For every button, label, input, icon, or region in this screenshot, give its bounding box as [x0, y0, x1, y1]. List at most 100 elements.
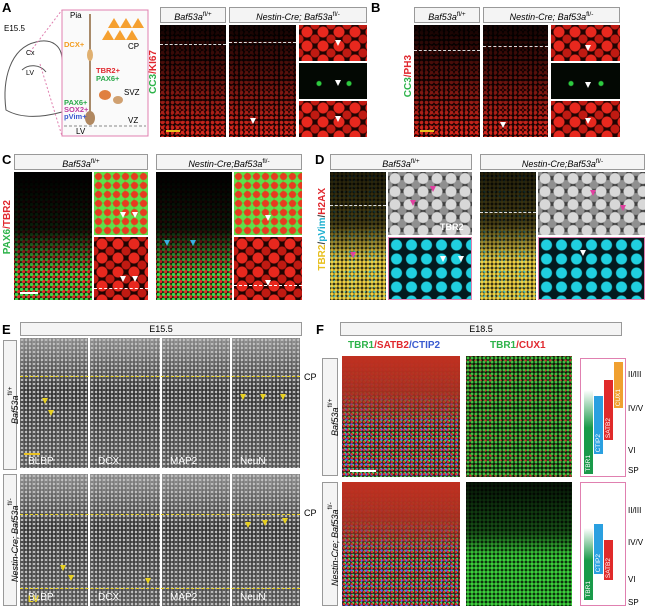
genotype-text: Baf53a: [174, 12, 203, 22]
micrograph: [342, 356, 460, 477]
stain-label: TBR2/pVim/H2AX: [317, 188, 328, 271]
arrowhead: [68, 575, 74, 581]
column-label: DCX: [98, 592, 120, 603]
arrowhead: [430, 186, 436, 192]
genotype-text: Baf53a: [382, 159, 411, 169]
stain-part: CC3: [148, 73, 159, 94]
genotype-superscript: fl/+: [410, 158, 420, 165]
layer-label: SVZ: [124, 88, 140, 97]
scale-bar: [24, 453, 40, 455]
stain-part: CTIP2: [411, 340, 441, 351]
layer-label: SP: [628, 466, 639, 475]
arrowhead: [260, 394, 266, 400]
arrowhead: [60, 565, 66, 571]
zoom-line: [39, 63, 63, 137]
micrograph: [234, 237, 302, 300]
arrowhead: [585, 82, 591, 88]
region-label: Cx: [26, 50, 35, 57]
genotype-label: Nestin-Cre;Baf53afl/-: [480, 154, 645, 170]
genotype-superscript: fl/+: [7, 386, 14, 396]
boundary-line: [483, 46, 548, 47]
stain-part: /: [403, 74, 414, 78]
stain-part: /: [374, 340, 377, 351]
stain-part: PAX6: [2, 228, 13, 255]
layer-bar: CTIP2: [594, 524, 603, 574]
column-label: NeuN: [240, 456, 266, 467]
micrograph: [90, 474, 160, 606]
genotype-text: Nestin-Cre; Baf53a: [10, 505, 20, 582]
genotype-label: Nestin-Cre; Baf53afl/-: [322, 482, 340, 606]
micrograph: [94, 172, 148, 235]
arrowhead: [410, 200, 416, 206]
marker-label: pVim+: [64, 112, 87, 121]
stain-part: TBR2: [317, 244, 328, 271]
arrowhead: [132, 276, 138, 282]
age-header: E15.5: [20, 322, 302, 336]
genotype-text: Baf53a: [62, 159, 91, 169]
arrowhead: [282, 518, 288, 524]
micrograph: [466, 356, 572, 477]
genotype-text: Nestin-Cre; Baf53a: [509, 12, 587, 22]
column-label: BLBP: [28, 456, 54, 467]
stain-label: TBR1/CUX1: [490, 340, 546, 351]
arrowhead: [580, 250, 586, 256]
arrowhead: [590, 190, 596, 196]
genotype-label: Baf53afl/+: [322, 358, 340, 476]
inset-label: TBR2: [440, 222, 464, 232]
arrowhead: [265, 280, 271, 286]
micrograph: [20, 474, 88, 606]
genotype-label: Baf53afl/+: [14, 154, 148, 170]
panel-letter: F: [316, 322, 324, 337]
panel-letter: E: [2, 322, 11, 337]
layer-diagram: [580, 482, 626, 606]
column-label: NeuN: [240, 592, 266, 603]
panel-letter: A: [2, 0, 12, 15]
layer-label: CP: [128, 42, 140, 51]
boundary-line: [20, 514, 300, 515]
layer-label: VI: [628, 575, 636, 584]
panel-letter: C: [2, 152, 12, 167]
layer-bar: TBR1: [584, 528, 593, 600]
micrograph: [480, 172, 536, 300]
layer-bar-label: SATB2: [605, 417, 612, 438]
genotype-superscript: fl/-: [327, 502, 334, 510]
micrograph: [162, 474, 230, 606]
layer-label: II/III: [628, 506, 642, 515]
arrowhead: [585, 118, 591, 124]
scale-bar: [20, 292, 38, 294]
arrowhead: [42, 398, 48, 404]
micrograph: [14, 172, 92, 300]
boundary-line: [414, 50, 480, 51]
layer-bar: CTIP2: [594, 396, 603, 454]
genotype-superscript: fl/+: [456, 11, 466, 18]
marker-label: PAX6+: [96, 74, 120, 83]
region-label: LV: [26, 70, 35, 77]
genotype-label: Baf53afl/+: [414, 7, 480, 23]
boundary-line: [20, 588, 300, 589]
genotype-superscript: fl/-: [332, 11, 340, 18]
layer-label: VI: [628, 446, 636, 455]
micrograph: [538, 172, 645, 235]
zoom-line: [29, 9, 63, 53]
boundary-line: [330, 205, 386, 206]
arrowhead: [48, 410, 54, 416]
arrowhead: [280, 394, 286, 400]
micrograph: [232, 338, 300, 468]
stain-part: KI67: [148, 50, 159, 72]
micrograph: [160, 25, 226, 137]
arrowhead: [585, 45, 591, 51]
arrowhead: [240, 394, 246, 400]
stain-part: SATB2: [376, 340, 409, 351]
arrowhead: [262, 520, 268, 526]
column-label: MAP2: [170, 592, 198, 603]
genotype-text: Nestin-Cre;Baf53a: [188, 159, 263, 169]
layer-bar-label: TBR1: [585, 455, 592, 472]
micrograph: [330, 172, 386, 300]
neurons: [102, 18, 144, 40]
genotype-label: Baf53afl/+: [160, 7, 226, 23]
layer-bar-label: SATB2: [605, 557, 612, 578]
layer-bar-label: CTIP2: [595, 433, 602, 452]
stain-part: TBR1: [348, 340, 375, 351]
genotype-superscript: fl/-: [586, 11, 594, 18]
